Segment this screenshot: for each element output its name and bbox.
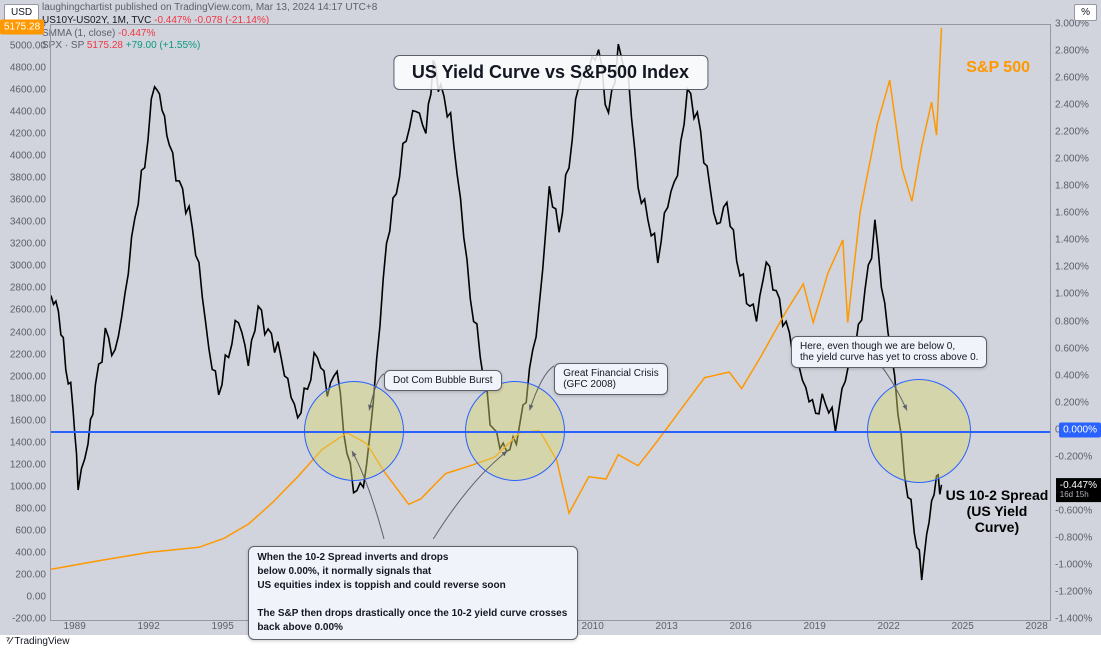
- plot-area[interactable]: US Yield Curve vs S&P500 Index Dot Com B…: [50, 24, 1051, 621]
- callout-dotcom: Dot Com Bubble Burst: [384, 370, 502, 391]
- left-y-axis: -200.000.00200.00400.00600.00800.001000.…: [0, 24, 50, 621]
- callout-gfc: Great Financial Crisis(GFC 2008): [554, 363, 668, 395]
- label-spread-1: US 10-2 Spread: [944, 487, 1050, 503]
- y-right-tick: 2.600%: [1055, 73, 1089, 84]
- y-right-tick: 1.400%: [1055, 235, 1089, 246]
- y-right-tick: 1.000%: [1055, 289, 1089, 300]
- spx-price-badge: 5175.28: [0, 19, 44, 34]
- y-right-tick: -0.600%: [1055, 505, 1092, 516]
- y-left-tick: 4400.00: [10, 107, 46, 118]
- y-right-tick: 2.200%: [1055, 127, 1089, 138]
- y-left-tick: 2000.00: [10, 371, 46, 382]
- y-left-tick: 1800.00: [10, 393, 46, 404]
- zero-badge: 0.000%: [1059, 422, 1101, 437]
- y-left-tick: 400.00: [15, 547, 46, 558]
- y-right-tick: 2.000%: [1055, 154, 1089, 165]
- y-right-tick: 0.400%: [1055, 370, 1089, 381]
- y-left-tick: 3800.00: [10, 173, 46, 184]
- y-right-tick: 1.800%: [1055, 181, 1089, 192]
- x-tick: 1989: [64, 621, 86, 632]
- y-right-tick: -0.200%: [1055, 451, 1092, 462]
- x-tick: 1992: [138, 621, 160, 632]
- y-left-tick: 200.00: [15, 569, 46, 580]
- zero-line: [51, 431, 1050, 433]
- y-left-tick: 3000.00: [10, 261, 46, 272]
- y-left-tick: 4800.00: [10, 63, 46, 74]
- plot-svg: [51, 25, 1050, 620]
- y-right-tick: 1.200%: [1055, 262, 1089, 273]
- y-right-tick: 2.400%: [1055, 100, 1089, 111]
- x-tick: 2010: [582, 621, 604, 632]
- y-left-tick: 1200.00: [10, 459, 46, 470]
- x-tick: 1995: [212, 621, 234, 632]
- label-spread-2: (US Yield Curve): [944, 503, 1050, 535]
- spread-price-badge: -0.447% 16d 15h: [1056, 478, 1101, 502]
- y-left-tick: 2600.00: [10, 305, 46, 316]
- y-left-tick: 4600.00: [10, 85, 46, 96]
- label-spx: S&P 500: [966, 59, 1030, 77]
- y-left-tick: 1000.00: [10, 481, 46, 492]
- y-right-tick: -1.400%: [1055, 614, 1092, 625]
- y-left-tick: 2200.00: [10, 349, 46, 360]
- y-right-tick: 2.800%: [1055, 46, 1089, 57]
- footer-text: TradingView: [14, 636, 69, 647]
- y-left-tick: 1600.00: [10, 415, 46, 426]
- spread-line: [51, 44, 942, 580]
- right-y-axis: -1.400%-1.200%-1.000%-0.800%-0.600%-0.20…: [1051, 24, 1101, 621]
- y-left-tick: 3200.00: [10, 239, 46, 250]
- x-tick: 2022: [878, 621, 900, 632]
- publisher-line: laughingchartist published on TradingVie…: [42, 2, 1095, 14]
- y-left-tick: 2800.00: [10, 283, 46, 294]
- y-left-tick: 4000.00: [10, 151, 46, 162]
- spread-countdown: 16d 15h: [1060, 491, 1097, 500]
- percent-badge: %: [1074, 4, 1097, 21]
- y-right-tick: 0.200%: [1055, 397, 1089, 408]
- x-tick: 2016: [730, 621, 752, 632]
- y-right-tick: 1.600%: [1055, 208, 1089, 219]
- callout-current: Here, even though we are below 0,the yie…: [791, 336, 987, 368]
- y-right-tick: -1.200%: [1055, 586, 1092, 597]
- spx-line: [51, 28, 942, 570]
- y-right-tick: 0.800%: [1055, 316, 1089, 327]
- x-tick: 2028: [1026, 621, 1048, 632]
- callout-explain: When the 10-2 Spread inverts and dropsbe…: [248, 546, 578, 640]
- x-tick: 2019: [804, 621, 826, 632]
- y-left-tick: -200.00: [12, 614, 46, 625]
- label-spread: US 10-2 Spread (US Yield Curve): [944, 487, 1050, 535]
- chart-title: US Yield Curve vs S&P500 Index: [393, 55, 708, 90]
- y-left-tick: 1400.00: [10, 437, 46, 448]
- y-left-tick: 5000.00: [10, 41, 46, 52]
- y-left-tick: 4200.00: [10, 129, 46, 140]
- y-left-tick: 800.00: [15, 503, 46, 514]
- y-right-tick: 0.600%: [1055, 343, 1089, 354]
- y-left-tick: 600.00: [15, 525, 46, 536]
- y-left-tick: 2400.00: [10, 327, 46, 338]
- y-left-tick: 0.00: [27, 591, 46, 602]
- x-tick: 2013: [656, 621, 678, 632]
- chart-container: USD % laughingchartist published on Trad…: [0, 0, 1101, 649]
- y-left-tick: 3600.00: [10, 195, 46, 206]
- x-tick: 2025: [952, 621, 974, 632]
- y-right-tick: -0.800%: [1055, 532, 1092, 543]
- chart-header: laughingchartist published on TradingVie…: [0, 0, 1101, 26]
- y-left-tick: 3400.00: [10, 217, 46, 228]
- y-right-tick: -1.000%: [1055, 559, 1092, 570]
